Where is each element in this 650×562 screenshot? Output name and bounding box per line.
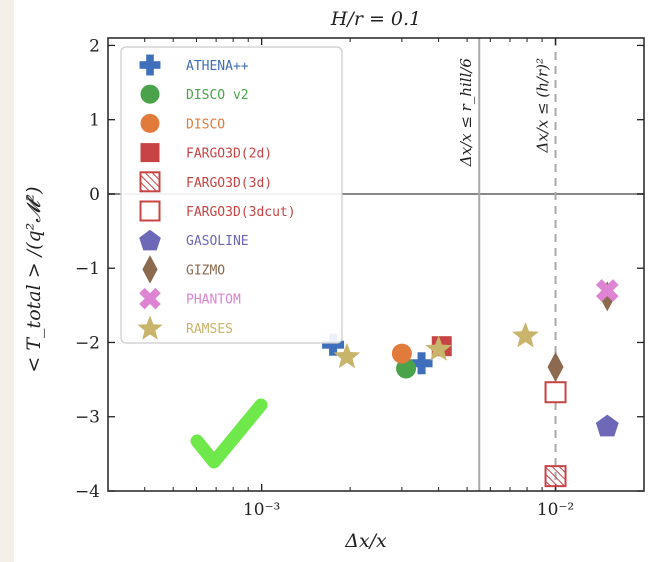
point-gasoline-1-shape: [595, 414, 619, 437]
threshold-label-2: Δx/x ≤ (h/r)²: [534, 58, 552, 154]
legend-marker-ramses: [137, 315, 163, 340]
x-axis-title: Δx/x: [344, 530, 387, 552]
chart-title: H/r = 0.1: [330, 8, 421, 30]
legend: ATHENA++ DISCO v2 DISCO FARGO3D(2d) FARGO3D(…: [120, 46, 343, 344]
legend-label-athena: ATHENA++: [186, 59, 249, 74]
y-tick-label: 0: [89, 185, 100, 205]
y-tick-label: 1: [89, 111, 100, 131]
point-ramses-2: [425, 335, 452, 361]
legend-marker-disco-shape: [140, 113, 160, 133]
x-tick-label: 10⁻²: [537, 500, 574, 520]
point-ramses-3: [512, 322, 539, 348]
point-fargo3d-3d-1-shape: [544, 465, 567, 488]
point-gizmo-1: [547, 351, 564, 382]
legend-label-phantom: PHANTOM: [186, 293, 241, 308]
point-fargo3d-3d-1: [544, 465, 567, 488]
legend-label-disco: DISCO: [186, 117, 225, 132]
legend-marker-phantom-b: [139, 287, 161, 310]
legend-label-fargo3d-2d: FARGO3D(2d): [186, 147, 272, 162]
y-tick-label: −4: [75, 482, 100, 502]
point-athena-2-h: [410, 359, 433, 368]
legend-marker-ramses-shape: [137, 315, 163, 340]
checkmark-icon: [190, 398, 268, 469]
legend-marker-athena: [139, 54, 161, 76]
point-phantom-1-b: [595, 279, 619, 302]
point-gizmo-1-shape: [547, 351, 564, 382]
legend-marker-fargo3d-2d: [140, 143, 160, 163]
legend-marker-disco-v2: [140, 84, 160, 104]
y-tick-label: −2: [75, 333, 100, 353]
point-athena-2: [410, 352, 433, 375]
legend-marker-disco: [140, 113, 160, 133]
legend-label-fargo3d-3dcut: FARGO3D(3dcut): [186, 205, 296, 220]
legend-marker-fargo3d-3dcut-shape: [139, 200, 161, 222]
point-fargo3d-3dcut-1: [544, 381, 567, 404]
point-disco-1-shape: [391, 343, 412, 364]
legend-marker-fargo3d-3dcut: [139, 200, 161, 222]
point-phantom-1: [595, 279, 619, 302]
legend-label-disco-v2: DISCO v2: [186, 88, 249, 103]
legend-marker-gizmo-shape: [142, 255, 158, 284]
legend-marker-athena-h: [139, 61, 161, 69]
legend-label-gasoline: GASOLINE: [186, 234, 249, 249]
point-athena-1-h: [322, 340, 345, 349]
threshold-label-1: Δx/x ≤ r_hill/6: [457, 58, 475, 168]
point-fargo3d-3dcut-1-shape: [544, 381, 567, 404]
point-ramses-1-shape: [333, 342, 361, 369]
legend-label-gizmo: GIZMO: [186, 263, 225, 278]
legend-marker-gizmo: [142, 255, 158, 284]
legend-marker-fargo3d-3d-shape: [139, 171, 161, 193]
legend-marker-phantom: [139, 287, 161, 310]
y-tick-label: −3: [75, 408, 100, 428]
point-ramses-2-shape: [425, 335, 452, 361]
legend-marker-fargo3d-3d: [139, 171, 161, 193]
y-tick-label: −1: [75, 259, 100, 279]
point-athena-1: [322, 333, 345, 356]
legend-box: [120, 46, 343, 344]
legend-marker-fargo3d-2d-shape: [140, 143, 160, 163]
legend-marker-gasoline-shape: [139, 229, 161, 251]
x-tick-label: 10⁻³: [243, 500, 280, 520]
data-points: [322, 279, 619, 488]
plot-frame: [107, 37, 645, 492]
point-gasoline-1: [595, 414, 619, 437]
y-tick-label: 2: [89, 36, 100, 56]
legend-label-fargo3d-3d: FARGO3D(3d): [186, 176, 272, 191]
legend-marker-gasoline: [139, 229, 161, 251]
y-axis-title: < T_total > /(q²𝓜²): [23, 186, 45, 372]
legend-marker-disco-v2-shape: [140, 84, 160, 104]
point-ramses-1: [333, 342, 361, 369]
point-disco-1: [391, 343, 412, 364]
point-ramses-3-shape: [512, 322, 539, 348]
legend-label-ramses: RAMSES: [186, 322, 233, 337]
